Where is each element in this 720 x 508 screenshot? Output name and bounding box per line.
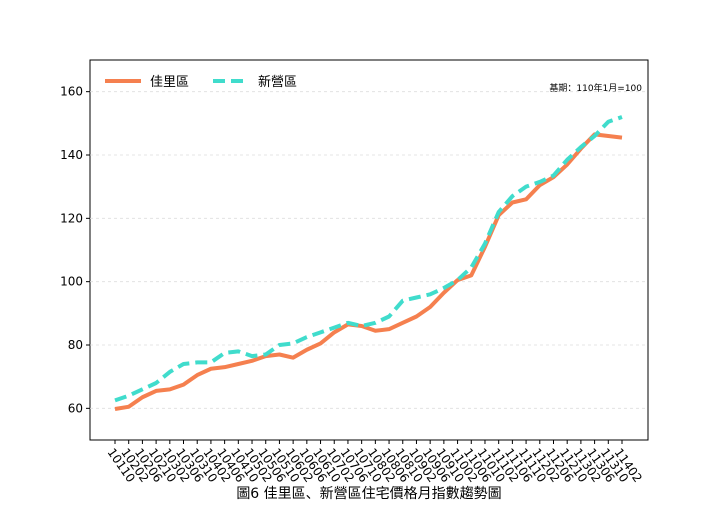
plot-frame [89,59,649,441]
chart-title: 圖6 佳里區、新營區住宅價格月指數趨勢圖 [236,485,501,502]
line-series [114,132,623,411]
annotation: 基期：110年1月=100 [549,82,642,94]
line-series [114,115,623,403]
y-tick-label: 140 [60,148,83,162]
y-tick-label: 100 [60,275,83,289]
y-tick-label: 60 [68,401,83,415]
y-tick-label: 80 [68,338,83,352]
legend-label: 佳里區 [150,75,189,90]
legend-label: 新營區 [258,74,297,90]
y-tick-label: 120 [60,211,83,225]
y-tick-label: 160 [60,85,83,99]
